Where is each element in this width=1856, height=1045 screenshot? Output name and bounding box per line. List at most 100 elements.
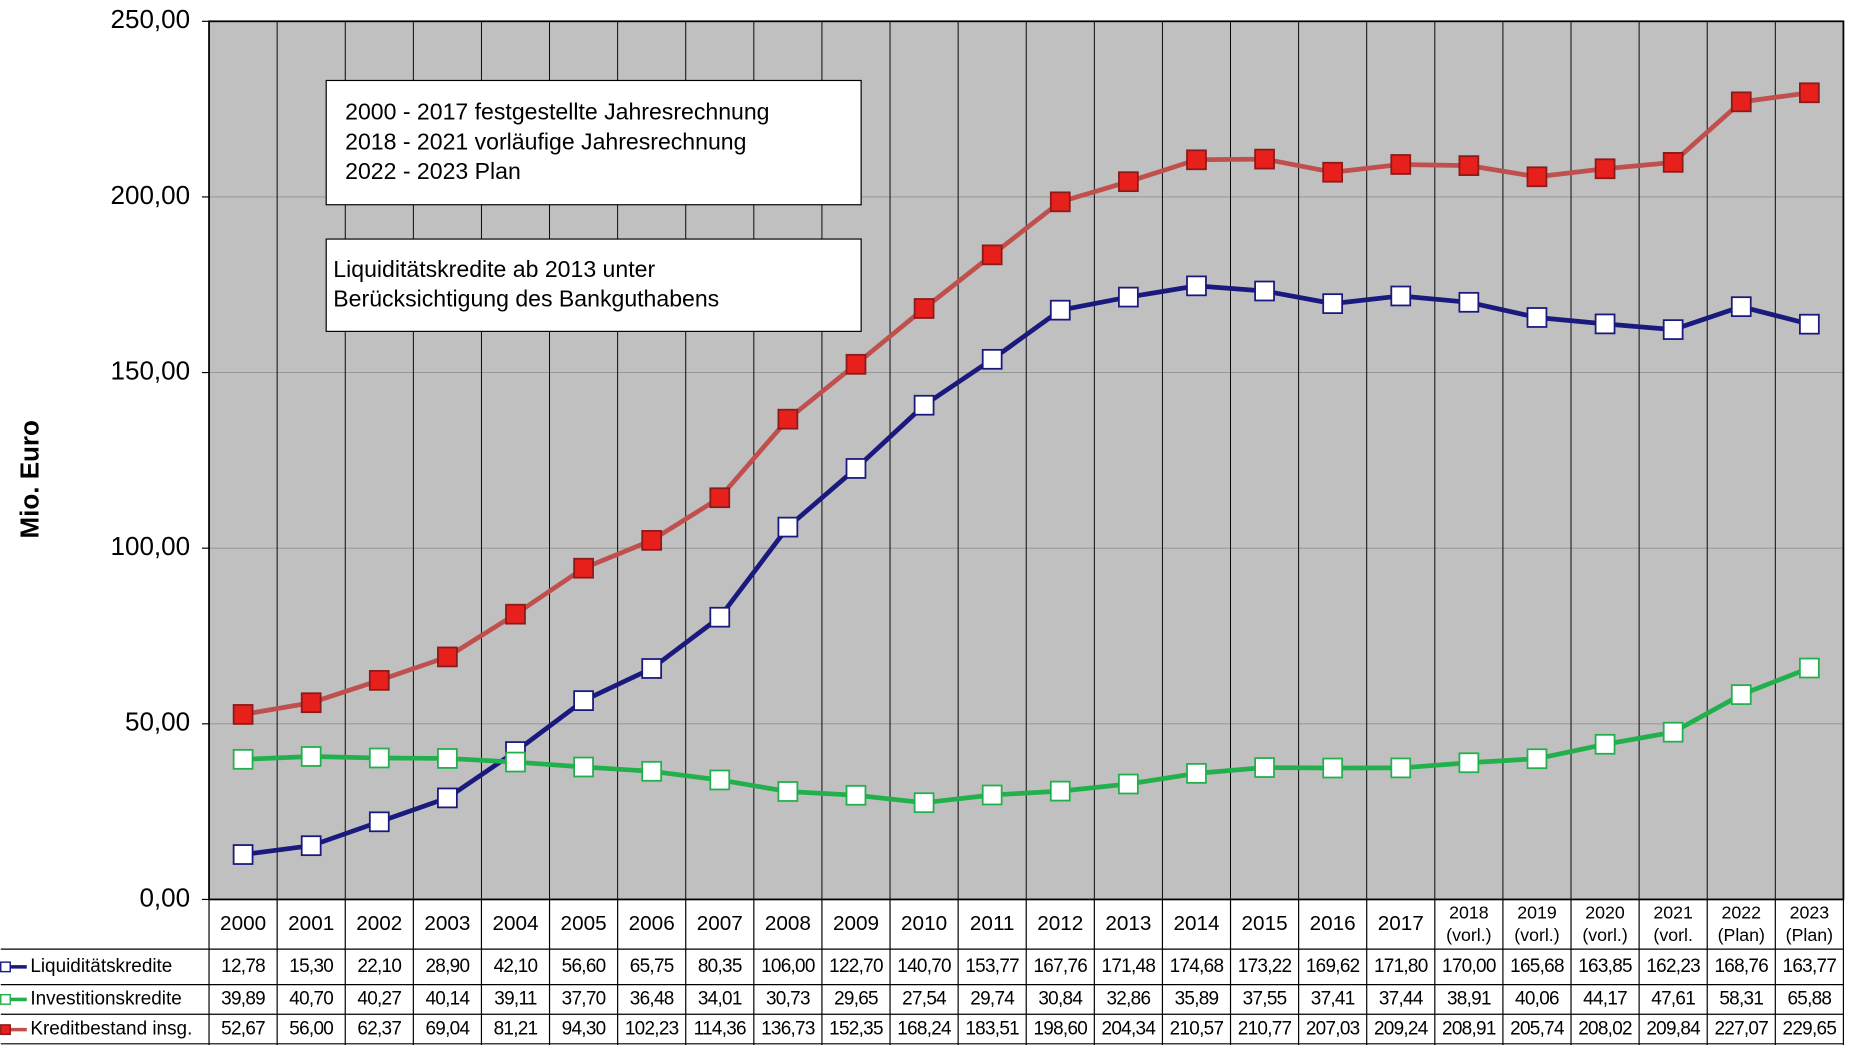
marker	[1526, 748, 1548, 770]
table-value: 210,57	[1170, 1019, 1224, 1040]
marker	[1390, 757, 1412, 779]
x-tick-label: 2001	[288, 912, 334, 935]
marker	[1594, 158, 1616, 180]
marker	[1118, 286, 1139, 308]
marker	[1594, 733, 1616, 755]
x-tick-label: 2015	[1242, 912, 1288, 935]
x-tick-label-line: (vorl.)	[1514, 925, 1559, 945]
marker	[1049, 780, 1071, 802]
marker	[641, 658, 663, 679]
x-tick-label: 2022 (Plan)	[1718, 902, 1765, 944]
marker	[845, 784, 867, 806]
marker	[709, 769, 731, 791]
marker	[1730, 296, 1752, 318]
series-line	[242, 665, 1811, 806]
y-axis-title: Mio. Euro	[14, 420, 44, 539]
table-value: 65,75	[630, 956, 674, 977]
x-tick-label: 2002	[356, 912, 402, 935]
annotation-box	[325, 79, 862, 206]
x-tick-label: 2000	[220, 912, 266, 935]
table-value: 204,34	[1102, 1019, 1156, 1040]
legend-label: Investitionskredite	[30, 988, 181, 1009]
marker	[1730, 91, 1752, 113]
y-tick-label: 200,00	[111, 180, 191, 210]
x-tick-label: 2020 (vorl.)	[1582, 902, 1627, 944]
y-tick-label: 100,00	[111, 531, 191, 561]
legend-marker	[0, 993, 11, 1005]
marker	[981, 244, 1003, 266]
table-value: 28,90	[425, 956, 469, 977]
marker	[232, 844, 254, 865]
x-tick-label: 2008	[765, 912, 811, 935]
x-tick-label: 2009	[833, 912, 879, 935]
marker	[1322, 757, 1344, 779]
x-tick-label: 2021 (vorl.	[1653, 902, 1693, 944]
legend-label: Liquiditätskredite	[30, 956, 172, 977]
table-value: 170,00	[1442, 956, 1496, 977]
table-value: 40,70	[289, 988, 333, 1009]
table-value: 47,61	[1651, 988, 1695, 1009]
marker	[1254, 280, 1275, 302]
marker	[709, 487, 731, 509]
table-value: 173,22	[1238, 956, 1292, 977]
marker	[777, 516, 799, 538]
table-value: 210,77	[1238, 1019, 1292, 1040]
marker	[641, 760, 663, 782]
x-tick-label: 2010	[901, 912, 947, 935]
table-value: 39,89	[221, 988, 265, 1009]
table-value: 183,51	[965, 1019, 1019, 1040]
table-value: 12,78	[221, 956, 265, 977]
marker	[1118, 773, 1139, 795]
marker	[232, 748, 254, 770]
marker	[1186, 275, 1207, 297]
marker	[437, 748, 458, 769]
table-value: 153,77	[965, 956, 1019, 977]
marker	[437, 646, 458, 668]
x-tick-label: 2007	[697, 912, 743, 935]
marker	[1594, 313, 1616, 335]
table-value: 37,44	[1379, 988, 1423, 1009]
marker	[368, 747, 390, 769]
table-value: 122,70	[829, 956, 883, 977]
marker	[300, 692, 322, 714]
table-value: 229,65	[1783, 1019, 1837, 1040]
marker	[300, 746, 322, 767]
annotation-text: Berücksichtigung des Bankguthabens	[333, 286, 719, 312]
table-value: 171,48	[1102, 956, 1156, 977]
marker	[1458, 155, 1480, 176]
table-value: 198,60	[1033, 1019, 1087, 1040]
table-value: 205,74	[1510, 1019, 1564, 1040]
x-tick-label: 2016	[1310, 912, 1356, 935]
marker	[1799, 82, 1820, 104]
table-value: 58,31	[1719, 988, 1763, 1009]
annotation-text: 2018 - 2021 vorläufige Jahresrechnung	[345, 128, 746, 154]
table-value: 80,35	[698, 956, 742, 977]
table-value: 114,36	[694, 1019, 746, 1040]
table-value: 209,84	[1646, 1019, 1700, 1040]
marker	[1186, 763, 1207, 784]
marker	[913, 792, 935, 814]
table-value: 38,91	[1447, 988, 1491, 1009]
marker	[981, 784, 1003, 806]
table-value: 165,68	[1510, 956, 1564, 977]
marker	[845, 353, 867, 375]
table-value: 152,35	[829, 1019, 883, 1040]
x-tick-label: 2019 (vorl.)	[1514, 902, 1559, 944]
marker	[1458, 752, 1480, 774]
x-tick-label-line: 2020	[1585, 902, 1625, 922]
x-tick-label-line: (vorl.)	[1446, 925, 1491, 945]
table-value: 163,77	[1783, 956, 1837, 977]
legend-marker	[0, 1024, 11, 1036]
table-value: 208,02	[1578, 1019, 1632, 1040]
x-tick-label: 2018 (vorl.)	[1446, 902, 1491, 944]
x-tick-label: 2004	[492, 912, 538, 935]
table-value: 168,76	[1714, 956, 1768, 977]
marker	[1049, 191, 1071, 213]
marker	[368, 670, 390, 691]
table-value: 106,00	[761, 956, 815, 977]
table-value: 69,04	[425, 1019, 469, 1040]
x-tick-label: 2013	[1105, 912, 1151, 935]
marker	[505, 751, 526, 773]
table-value: 56,00	[289, 1019, 333, 1040]
x-tick-label: 2011	[970, 912, 1015, 935]
